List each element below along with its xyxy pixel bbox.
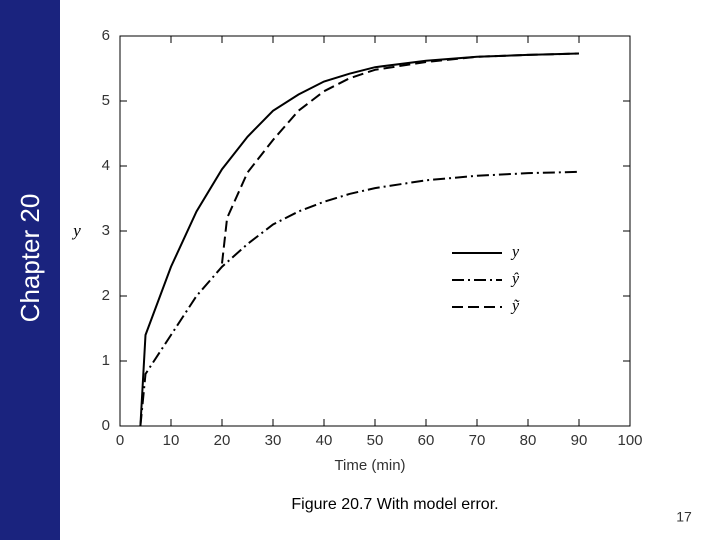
chapter-label: Chapter 20 xyxy=(15,194,45,323)
y-tick-label: 2 xyxy=(102,287,110,304)
x-tick-label: 70 xyxy=(469,432,486,449)
x-tick-label: 80 xyxy=(520,432,537,449)
legend-label: y xyxy=(510,244,520,261)
x-tick-label: 60 xyxy=(418,432,435,449)
x-tick-label: 50 xyxy=(367,432,384,449)
y-tick-label: 5 xyxy=(102,92,110,109)
y-tick-label: 3 xyxy=(102,222,110,239)
y-tick-label: 0 xyxy=(102,417,110,434)
y-axis-label: y xyxy=(71,221,81,240)
legend-label: ŷ xyxy=(510,271,520,288)
x-tick-label: 0 xyxy=(116,432,124,449)
series-line xyxy=(221,52,580,264)
x-tick-label: 90 xyxy=(571,432,588,449)
legend-label: ỹ xyxy=(510,298,520,315)
plot-frame xyxy=(119,35,631,427)
page-number: 17 xyxy=(676,509,692,525)
x-tick-label: 20 xyxy=(214,432,231,449)
sidebar xyxy=(0,0,60,540)
x-axis-label: Time (min) xyxy=(334,457,405,474)
y-tick-label: 6 xyxy=(102,27,110,44)
y-tick-label: 1 xyxy=(102,352,110,369)
caption: Figure 20.7 With model error. xyxy=(291,496,498,513)
x-tick-label: 30 xyxy=(265,432,282,449)
series-line xyxy=(139,52,580,427)
x-tick-label: 10 xyxy=(163,432,180,449)
x-tick-label: 100 xyxy=(617,432,642,449)
series-line xyxy=(139,170,580,427)
x-tick-label: 40 xyxy=(316,432,333,449)
y-tick-label: 4 xyxy=(102,157,110,174)
